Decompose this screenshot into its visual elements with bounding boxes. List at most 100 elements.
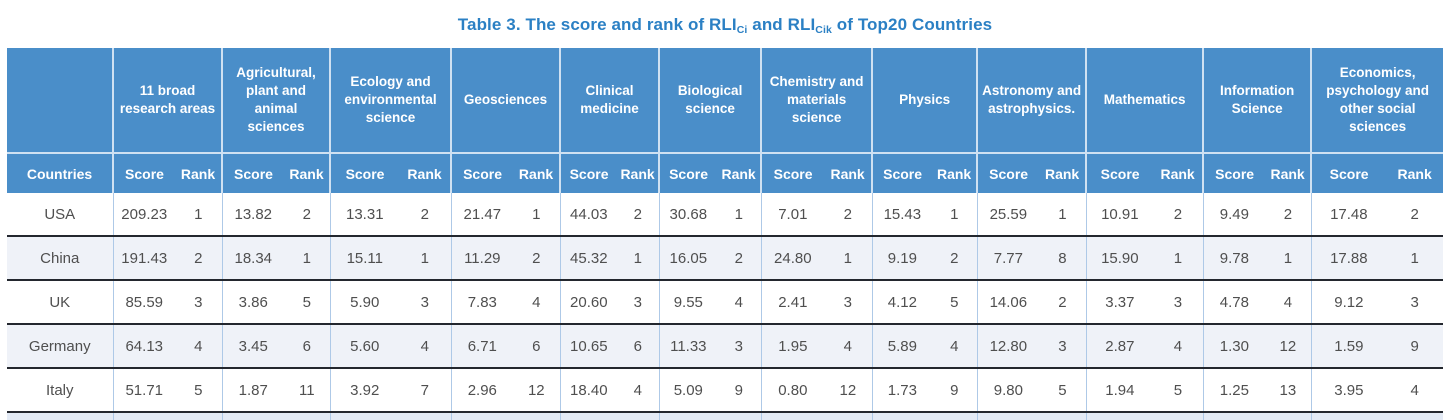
score-cell: 3.86 <box>221 280 285 325</box>
score-cell: 9.12 <box>1310 280 1387 325</box>
score-cell: 191.43 <box>112 236 175 281</box>
score-cell: 1.25 <box>1202 368 1266 413</box>
rank-cell: 5 <box>175 368 223 413</box>
group-header-9: Mathematics <box>1085 48 1204 154</box>
table-row-germany: Germany 64.13 4 3.45 6 5.60 4 6.71 6 10.65 6 11.33 3… <box>7 324 1444 369</box>
countries-header: Countries <box>7 153 113 193</box>
score-header-4: Score <box>559 153 618 193</box>
score-cell: 30.68 <box>658 193 718 237</box>
rank-cell: 9 <box>1386 324 1444 369</box>
score-cell: 15.11 <box>329 236 400 281</box>
table-row-china: China 191.43 2 18.34 1 15.11 1 11.29 2 45.32 1 16.0… <box>7 236 1444 281</box>
score-cell: 44.03 <box>559 193 618 237</box>
rank-header-10: Rank <box>1265 153 1312 193</box>
rank-header-4: Rank <box>617 153 660 193</box>
rank-header-6: Rank <box>824 153 873 193</box>
rank-cell: 2 <box>824 193 873 237</box>
score-header-10: Score <box>1202 153 1266 193</box>
score-cell: 9.49 <box>1202 193 1266 237</box>
title-mid: and RLI <box>747 15 816 34</box>
rank-header-9: Rank <box>1153 153 1204 193</box>
score-cell: 1.87 <box>221 368 285 413</box>
partial-cell <box>284 412 331 420</box>
rank-cell: 2 <box>513 236 561 281</box>
rank-cell: 3 <box>1153 280 1204 325</box>
partial-next-row <box>7 412 1444 420</box>
partial-cell <box>1085 412 1154 420</box>
score-cell: 85.59 <box>112 280 175 325</box>
group-header-3: Geosciences <box>450 48 561 154</box>
score-cell: 24.80 <box>760 236 825 281</box>
score-cell: 5.90 <box>329 280 400 325</box>
score-cell: 11.33 <box>658 324 718 369</box>
score-cell: 6.71 <box>450 324 514 369</box>
partial-cell <box>932 412 978 420</box>
rank-header-8: Rank <box>1039 153 1087 193</box>
rank-cell: 2 <box>175 236 223 281</box>
partial-cell <box>1202 412 1266 420</box>
rank-cell: 1 <box>513 193 561 237</box>
rank-cell: 12 <box>513 368 561 413</box>
rank-cell: 6 <box>617 324 660 369</box>
partial-cell <box>559 412 618 420</box>
partial-cell <box>760 412 825 420</box>
rank-cell: 1 <box>717 193 762 237</box>
score-cell: 45.32 <box>559 236 618 281</box>
score-header-0: Score <box>112 153 175 193</box>
rank-cell: 2 <box>1039 280 1087 325</box>
title-subscript-ci: Ci <box>736 24 748 36</box>
score-cell: 3.92 <box>329 368 400 413</box>
partial-cell <box>7 412 113 420</box>
rank-cell: 2 <box>399 193 452 237</box>
rank-cell: 3 <box>399 280 452 325</box>
score-cell: 5.89 <box>871 324 933 369</box>
rank-cell: 1 <box>932 193 978 237</box>
rank-cell: 3 <box>1386 280 1444 325</box>
group-header-6: Chemistry and materials science <box>760 48 873 154</box>
partial-cell <box>221 412 285 420</box>
rank-cell: 5 <box>932 280 978 325</box>
partial-cell <box>450 412 514 420</box>
partial-cell <box>871 412 933 420</box>
rank-cell: 4 <box>717 280 762 325</box>
partial-cell <box>1310 412 1387 420</box>
title-subscript-cik: Cik <box>815 24 832 36</box>
score-header-11: Score <box>1310 153 1387 193</box>
score-cell: 1.59 <box>1310 324 1387 369</box>
country-cell: Germany <box>7 324 113 369</box>
score-cell: 17.88 <box>1310 236 1387 281</box>
partial-cell <box>513 412 561 420</box>
group-header-row: 11 broad research areas Agricultural, pla… <box>7 48 1444 154</box>
score-cell: 1.94 <box>1085 368 1154 413</box>
rank-header-1: Rank <box>284 153 331 193</box>
rank-cell: 3 <box>617 280 660 325</box>
partial-cell <box>1265 412 1312 420</box>
score-cell: 2.41 <box>760 280 825 325</box>
score-cell: 2.96 <box>450 368 514 413</box>
partial-cell <box>1039 412 1087 420</box>
rank-cell: 12 <box>824 368 873 413</box>
rank-cell: 6 <box>513 324 561 369</box>
rank-cell: 3 <box>717 324 762 369</box>
score-cell: 13.31 <box>329 193 400 237</box>
rank-header-2: Rank <box>399 153 452 193</box>
rank-cell: 4 <box>513 280 561 325</box>
group-header-11: Economics, psychology and other social s… <box>1310 48 1444 154</box>
rank-cell: 5 <box>284 280 331 325</box>
partial-cell <box>717 412 762 420</box>
score-cell: 15.90 <box>1085 236 1154 281</box>
score-cell: 10.91 <box>1085 193 1154 237</box>
rank-header-0: Rank <box>175 153 223 193</box>
score-cell: 3.45 <box>221 324 285 369</box>
rank-cell: 1 <box>1039 193 1087 237</box>
score-cell: 5.09 <box>658 368 718 413</box>
partial-cell <box>329 412 400 420</box>
score-cell: 1.73 <box>871 368 933 413</box>
rank-cell: 11 <box>284 368 331 413</box>
score-cell: 16.05 <box>658 236 718 281</box>
group-header-5: Biological science <box>658 48 762 154</box>
score-cell: 9.78 <box>1202 236 1266 281</box>
partial-cell <box>175 412 223 420</box>
rank-cell: 2 <box>1265 193 1312 237</box>
score-cell: 1.95 <box>760 324 825 369</box>
